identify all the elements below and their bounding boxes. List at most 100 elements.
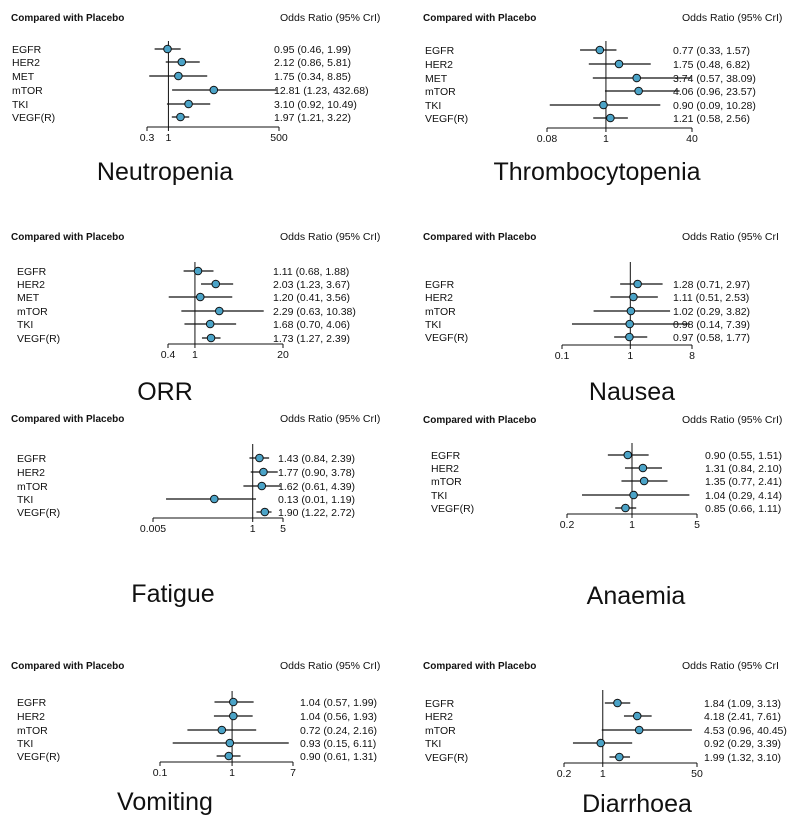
or-ci-value: 1.11 (0.51, 2.53) bbox=[673, 292, 749, 304]
or-ci-value: 12.81 (1.23, 432.68) bbox=[274, 85, 369, 97]
or-ci-value: 4.06 (0.96, 23.57) bbox=[673, 86, 756, 98]
or-ci-value: 1.35 (0.77, 2.41) bbox=[705, 476, 782, 488]
header-compared-with-placebo: Compared with Placebo bbox=[423, 13, 536, 24]
or-ci-value: 0.13 (0.01, 1.19) bbox=[278, 494, 355, 506]
row-label: HER2 bbox=[17, 467, 45, 479]
row-label: EGFR bbox=[425, 279, 455, 291]
point-estimate-marker bbox=[225, 738, 235, 748]
or-ci-value: 1.21 (0.58, 2.56) bbox=[673, 113, 750, 125]
or-ci-value: 1.28 (0.71, 2.97) bbox=[673, 279, 750, 291]
point-estimate-marker bbox=[224, 751, 234, 761]
x-tick-label: 1 bbox=[250, 523, 256, 535]
x-tick-label: 0.2 bbox=[557, 768, 572, 780]
row-label: mTOR bbox=[425, 86, 456, 98]
or-ci-value: 1.04 (0.29, 4.14) bbox=[705, 490, 782, 502]
header-compared-with-placebo: Compared with Placebo bbox=[11, 13, 124, 24]
header-odds-ratio: Odds Ratio (95% CrI) bbox=[280, 12, 380, 24]
point-estimate-marker bbox=[229, 697, 238, 707]
row-label: EGFR bbox=[17, 453, 47, 465]
point-estimate-marker bbox=[625, 332, 634, 342]
point-estimate-marker bbox=[229, 711, 238, 721]
row-label: EGFR bbox=[12, 44, 42, 56]
row-label: HER2 bbox=[425, 711, 453, 723]
point-estimate-marker bbox=[634, 86, 643, 96]
point-estimate-marker bbox=[210, 494, 219, 504]
or-ci-value: 1.04 (0.57, 1.99) bbox=[300, 697, 377, 709]
point-estimate-marker bbox=[625, 319, 635, 329]
point-estimate-marker bbox=[260, 507, 270, 517]
panel-title: ORR bbox=[137, 378, 193, 406]
point-estimate-marker bbox=[184, 99, 193, 109]
x-tick-label: 0.1 bbox=[153, 767, 168, 779]
x-tick-label: 40 bbox=[686, 133, 698, 145]
point-estimate-marker bbox=[595, 45, 605, 55]
forest-panel-nausea: Compared with Placebo Odds Ratio (95% CrI… bbox=[423, 231, 779, 406]
or-ci-value: 3.74 (0.57, 38.09) bbox=[673, 73, 756, 85]
forest-panel-thrombocytopenia: Compared with Placebo Odds Ratio (95% CrI… bbox=[423, 12, 782, 186]
or-ci-value: 2.03 (1.23, 3.67) bbox=[273, 279, 350, 291]
x-tick-label: 8 bbox=[689, 350, 695, 362]
header-odds-ratio: Odds Ratio (95% CrI) bbox=[682, 414, 782, 426]
or-ci-value: 1.68 (0.70, 4.06) bbox=[273, 319, 350, 331]
row-label: TKI bbox=[17, 738, 33, 750]
forest-panel-diarrhoea: Compared with Placebo Odds Ratio (95% CrI… bbox=[423, 660, 787, 818]
forest-panel-fatigue: Compared with Placebo Odds Ratio (95% CrI… bbox=[11, 413, 380, 608]
point-estimate-marker bbox=[626, 306, 636, 316]
header-compared-with-placebo: Compared with Placebo bbox=[11, 661, 124, 672]
or-ci-value: 1.73 (1.27, 2.39) bbox=[273, 333, 350, 345]
row-label: VEGF(R) bbox=[12, 112, 55, 124]
point-estimate-marker bbox=[613, 698, 622, 708]
point-estimate-marker bbox=[205, 319, 215, 329]
row-label: VEGF(R) bbox=[425, 332, 468, 344]
point-estimate-marker bbox=[629, 292, 638, 302]
header-compared-with-placebo: Compared with Placebo bbox=[11, 232, 124, 243]
x-tick-label: 1 bbox=[600, 768, 606, 780]
or-ci-value: 4.18 (2.41, 7.61) bbox=[704, 711, 781, 723]
or-ci-value: 1.04 (0.56, 1.93) bbox=[300, 711, 377, 723]
header-compared-with-placebo: Compared with Placebo bbox=[423, 661, 536, 672]
header-compared-with-placebo: Compared with Placebo bbox=[423, 232, 536, 243]
or-ci-value: 4.53 (0.96, 40.45) bbox=[704, 725, 787, 737]
x-tick-label: 0.1 bbox=[555, 350, 570, 362]
panel-title: Vomiting bbox=[117, 788, 213, 816]
row-label: TKI bbox=[17, 494, 33, 506]
or-ci-value: 1.20 (0.41, 3.56) bbox=[273, 292, 350, 304]
row-label: VEGF(R) bbox=[17, 507, 60, 519]
point-estimate-marker bbox=[634, 725, 644, 735]
or-ci-value: 0.77 (0.33, 1.57) bbox=[673, 45, 750, 57]
row-label: EGFR bbox=[431, 450, 461, 462]
point-estimate-marker bbox=[257, 481, 267, 491]
row-label: TKI bbox=[425, 319, 441, 331]
row-label: mTOR bbox=[12, 85, 43, 97]
row-label: mTOR bbox=[425, 306, 456, 318]
point-estimate-marker bbox=[629, 490, 638, 500]
point-estimate-marker bbox=[255, 453, 264, 463]
or-ci-value: 1.62 (0.61, 4.39) bbox=[278, 481, 355, 493]
point-estimate-marker bbox=[621, 503, 630, 513]
point-estimate-marker bbox=[176, 112, 185, 122]
point-estimate-marker bbox=[177, 57, 187, 67]
x-tick-label: 1 bbox=[629, 519, 635, 531]
or-ci-value: 1.75 (0.34, 8.85) bbox=[274, 71, 351, 83]
row-label: HER2 bbox=[12, 57, 40, 69]
panel-title: Nausea bbox=[589, 378, 675, 406]
panel-title: Anaemia bbox=[587, 582, 686, 610]
point-estimate-marker bbox=[599, 100, 608, 110]
point-estimate-marker bbox=[195, 292, 205, 302]
point-estimate-marker bbox=[206, 333, 216, 343]
row-label: TKI bbox=[425, 100, 441, 112]
or-ci-value: 1.97 (1.21, 3.22) bbox=[274, 112, 351, 124]
x-tick-label: 1 bbox=[192, 349, 198, 361]
point-estimate-marker bbox=[193, 266, 203, 276]
row-label: MET bbox=[425, 73, 448, 85]
or-ci-value: 0.90 (0.09, 10.28) bbox=[673, 100, 756, 112]
x-tick-label: 20 bbox=[277, 349, 289, 361]
forest-panel-neutropenia: Compared with Placebo Odds Ratio (95% CrI… bbox=[11, 12, 380, 186]
panel-title: Diarrhoea bbox=[582, 790, 692, 818]
point-estimate-marker bbox=[632, 711, 642, 721]
row-label: VEGF(R) bbox=[17, 751, 60, 763]
or-ci-value: 1.77 (0.90, 3.78) bbox=[278, 467, 355, 479]
row-label: MET bbox=[12, 71, 35, 83]
or-ci-value: 0.98 (0.14, 7.39) bbox=[673, 319, 750, 331]
